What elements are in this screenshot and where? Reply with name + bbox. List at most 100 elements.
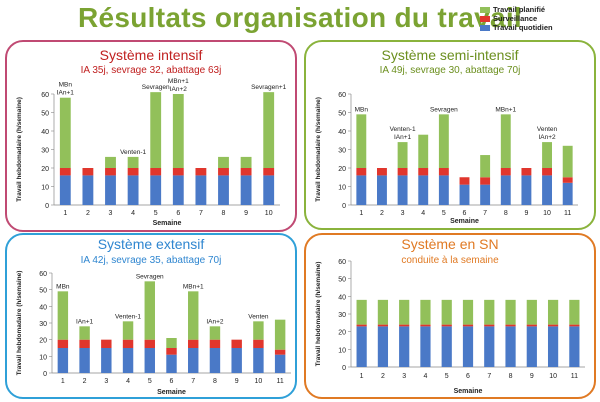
y-axis-label: Travail hebdomadaire (h/semaine) bbox=[315, 97, 322, 202]
y-tick-label: 40 bbox=[41, 129, 49, 136]
bar-segment bbox=[418, 175, 429, 205]
bar-annotation: MBn+1 bbox=[168, 78, 189, 85]
bar-segment bbox=[57, 348, 69, 373]
panel-subtitle: conduite à la semaine bbox=[401, 255, 499, 266]
bar-segment bbox=[542, 175, 552, 205]
bar-segment bbox=[231, 348, 242, 373]
bar-segment bbox=[209, 339, 221, 348]
panel-extensif: Système extensif IA 42j, sevrage 35, abat… bbox=[5, 233, 297, 399]
bar-segment bbox=[195, 175, 207, 205]
x-tick-label: 11 bbox=[276, 378, 283, 385]
bar-segment bbox=[547, 299, 559, 325]
bar-segment bbox=[484, 299, 495, 325]
x-tick-label: 10 bbox=[265, 210, 273, 217]
bar-segment bbox=[377, 168, 387, 176]
bar-segment bbox=[526, 324, 537, 327]
bar-segment bbox=[127, 168, 139, 176]
bar-segment bbox=[505, 326, 516, 367]
bar-segment bbox=[569, 299, 580, 325]
bar-segment bbox=[356, 326, 367, 367]
bar-segment bbox=[82, 168, 94, 176]
y-tick-label: 0 bbox=[45, 203, 49, 210]
bar-segment bbox=[397, 175, 408, 205]
x-tick-label: 10 bbox=[549, 373, 557, 380]
bar-annotation: Venten-1 bbox=[390, 126, 416, 133]
chart-sn: Système en SN conduite à la semaine 0 10 20 3… bbox=[315, 236, 585, 395]
y-tick-label: 60 bbox=[338, 92, 346, 99]
bar-segment bbox=[150, 92, 162, 168]
x-tick-label: 5 bbox=[154, 210, 158, 217]
bar-segment bbox=[542, 142, 552, 168]
bar-segment bbox=[547, 326, 559, 367]
y-tick-label: 20 bbox=[39, 338, 47, 345]
bar-segment bbox=[526, 299, 537, 325]
y-tick-label: 50 bbox=[338, 277, 346, 284]
bar-annotation: IAn+2 bbox=[170, 86, 188, 93]
x-tick-label: 7 bbox=[487, 373, 491, 380]
x-tick-label: 9 bbox=[244, 210, 248, 217]
y-tick-label: 30 bbox=[338, 312, 346, 319]
x-tick-label: 2 bbox=[83, 378, 87, 385]
x-tick-label: 6 bbox=[463, 210, 467, 217]
bar-segment bbox=[79, 348, 90, 373]
bar-annotation: IAn+1 bbox=[76, 318, 94, 325]
bar-annotation: Venten bbox=[537, 126, 558, 133]
panel-subtitle: IA 35j, sevrage 32, abattage 63j bbox=[81, 65, 222, 76]
y-tick-label: 60 bbox=[39, 271, 47, 278]
legend: Travail planifié Surveillance Travail qu… bbox=[480, 5, 553, 32]
chart-intensif: Système intensif IA 35j, sevrage 32, abat… bbox=[16, 47, 287, 227]
x-tick-label: 1 bbox=[359, 210, 363, 217]
bar-segment bbox=[188, 339, 199, 348]
bar-segment bbox=[438, 175, 449, 205]
panel-subtitle: IA 42j, sevrage 35, abattage 70j bbox=[81, 255, 222, 266]
bar-segment bbox=[438, 114, 449, 168]
bar-annotation: IAn+1 bbox=[394, 134, 412, 141]
bar-segment bbox=[240, 156, 252, 168]
y-tick-label: 40 bbox=[338, 129, 346, 136]
bar-segment bbox=[101, 339, 112, 348]
bar-segment bbox=[420, 299, 431, 325]
panel-subtitle: IA 49j, sevrage 30, abattage 70j bbox=[380, 65, 521, 76]
bar-segment bbox=[505, 299, 516, 325]
bar-segment bbox=[144, 339, 155, 348]
bar-annotation: MBn bbox=[355, 106, 369, 113]
bar-segment bbox=[274, 349, 286, 355]
bar-segment bbox=[521, 175, 532, 205]
bar-segment bbox=[59, 97, 71, 168]
bar-annotation: Sevragen bbox=[430, 106, 458, 113]
bar-segment bbox=[231, 339, 242, 348]
bar-segment bbox=[122, 321, 134, 340]
bar-segment bbox=[459, 177, 470, 185]
y-tick-label: 30 bbox=[41, 148, 49, 155]
bar-segment bbox=[263, 168, 275, 176]
chart-extensif: Système extensif IA 42j, sevrage 35, abat… bbox=[16, 236, 291, 396]
bar-segment bbox=[526, 326, 537, 367]
bar-segment bbox=[188, 348, 199, 373]
y-tick-label: 10 bbox=[338, 185, 346, 192]
panel-sn: Système en SN conduite à la semaine 0 10 20 3… bbox=[304, 233, 596, 399]
bar-annotation: IAn+1 bbox=[57, 90, 75, 97]
bar-segment bbox=[253, 348, 264, 373]
y-tick-label: 0 bbox=[342, 203, 346, 210]
bar-annotation: Sevragen bbox=[142, 84, 170, 91]
x-tick-label: 9 bbox=[524, 210, 528, 217]
x-tick-label: 4 bbox=[424, 373, 428, 380]
bar-segment bbox=[484, 326, 495, 367]
bar-segment bbox=[377, 175, 387, 205]
x-tick-label: 7 bbox=[199, 210, 203, 217]
x-tick-label: 4 bbox=[126, 378, 130, 385]
bar-annotation: MBn bbox=[59, 82, 73, 89]
bar-segment bbox=[144, 281, 155, 340]
bar-segment bbox=[569, 326, 580, 367]
legend-swatch-daily bbox=[480, 24, 490, 31]
y-tick-label: 10 bbox=[41, 185, 49, 192]
legend-label: Travail quotidien bbox=[493, 23, 553, 32]
bar-segment bbox=[377, 299, 389, 325]
legend-label: Surveillance bbox=[493, 14, 538, 23]
y-tick-label: 60 bbox=[41, 92, 49, 99]
x-tick-label: 11 bbox=[571, 373, 578, 380]
x-tick-label: 6 bbox=[170, 378, 174, 385]
bar-segment bbox=[59, 175, 71, 205]
x-tick-label: 11 bbox=[564, 210, 571, 217]
x-tick-label: 8 bbox=[504, 210, 508, 217]
